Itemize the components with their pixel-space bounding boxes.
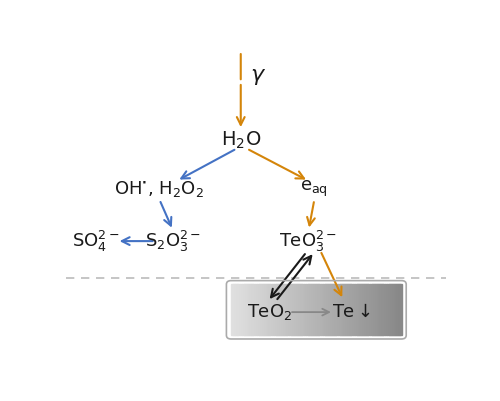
Bar [254, 284, 258, 335]
Bar [338, 284, 340, 335]
Bar [290, 284, 294, 335]
Bar [314, 284, 317, 335]
Bar [316, 284, 319, 335]
Bar [248, 284, 251, 335]
Bar [308, 284, 310, 335]
Bar [370, 284, 372, 335]
Text: TeO$_2$: TeO$_2$ [247, 302, 292, 322]
Bar [246, 284, 249, 335]
Bar [276, 284, 278, 335]
Bar [293, 284, 296, 335]
Bar [242, 284, 244, 335]
Bar [366, 284, 368, 335]
Bar [325, 284, 328, 335]
Bar [342, 284, 345, 335]
Bar [386, 284, 390, 335]
Bar [278, 284, 281, 335]
Bar [284, 284, 287, 335]
Bar [238, 284, 240, 335]
Bar [268, 284, 270, 335]
Bar [312, 284, 315, 335]
Bar [400, 284, 402, 335]
Text: $\gamma$: $\gamma$ [250, 67, 266, 87]
Bar [389, 284, 392, 335]
Bar [240, 284, 242, 335]
Bar [302, 284, 304, 335]
Bar [327, 284, 330, 335]
Bar [378, 284, 381, 335]
Text: OH$\mathbf{^{\cdot}}$, H$_2$O$_2$: OH$\mathbf{^{\cdot}}$, H$_2$O$_2$ [114, 178, 204, 198]
Bar [354, 284, 358, 335]
Bar [331, 284, 334, 335]
Bar [322, 284, 326, 335]
Bar [329, 284, 332, 335]
Bar [288, 284, 292, 335]
Bar [398, 284, 400, 335]
Bar [280, 284, 283, 335]
Bar [286, 284, 290, 335]
Bar [282, 284, 285, 335]
Bar [357, 284, 360, 335]
Bar [295, 284, 298, 335]
Bar [244, 284, 247, 335]
Text: e$_{\rm aq}$: e$_{\rm aq}$ [300, 178, 328, 199]
Bar [318, 284, 322, 335]
Bar [270, 284, 272, 335]
Bar [304, 284, 306, 335]
Text: TeO$_3^{2-}$: TeO$_3^{2-}$ [280, 229, 338, 254]
Bar [344, 284, 347, 335]
Bar [263, 284, 266, 335]
Text: S$_2$O$_3^{2-}$: S$_2$O$_3^{2-}$ [145, 229, 201, 254]
Bar [236, 284, 238, 335]
Bar [250, 284, 253, 335]
Bar [265, 284, 268, 335]
Bar [380, 284, 383, 335]
Bar [300, 284, 302, 335]
Bar [361, 284, 364, 335]
Bar [384, 284, 388, 335]
Bar [374, 284, 377, 335]
Bar [346, 284, 349, 335]
Bar [336, 284, 338, 335]
Text: H$_2$O: H$_2$O [220, 130, 261, 152]
Bar [274, 284, 276, 335]
Bar [368, 284, 370, 335]
Text: Te$\downarrow$: Te$\downarrow$ [332, 303, 370, 321]
Bar [320, 284, 324, 335]
Bar [359, 284, 362, 335]
Bar [259, 284, 262, 335]
Bar [252, 284, 256, 335]
Bar [382, 284, 386, 335]
Bar [261, 284, 264, 335]
Bar [363, 284, 366, 335]
Bar [310, 284, 313, 335]
Bar [272, 284, 274, 335]
Bar [297, 284, 300, 335]
Bar [372, 284, 374, 335]
Bar [340, 284, 342, 335]
Bar [306, 284, 308, 335]
Bar [395, 284, 398, 335]
Bar [334, 284, 336, 335]
Bar [233, 284, 236, 335]
Bar [348, 284, 351, 335]
Bar [391, 284, 394, 335]
Bar [231, 284, 234, 335]
Bar [376, 284, 379, 335]
Text: SO$_4^{2-}$: SO$_4^{2-}$ [72, 229, 119, 254]
Bar [393, 284, 396, 335]
Bar [352, 284, 356, 335]
Bar [256, 284, 260, 335]
Bar [350, 284, 354, 335]
